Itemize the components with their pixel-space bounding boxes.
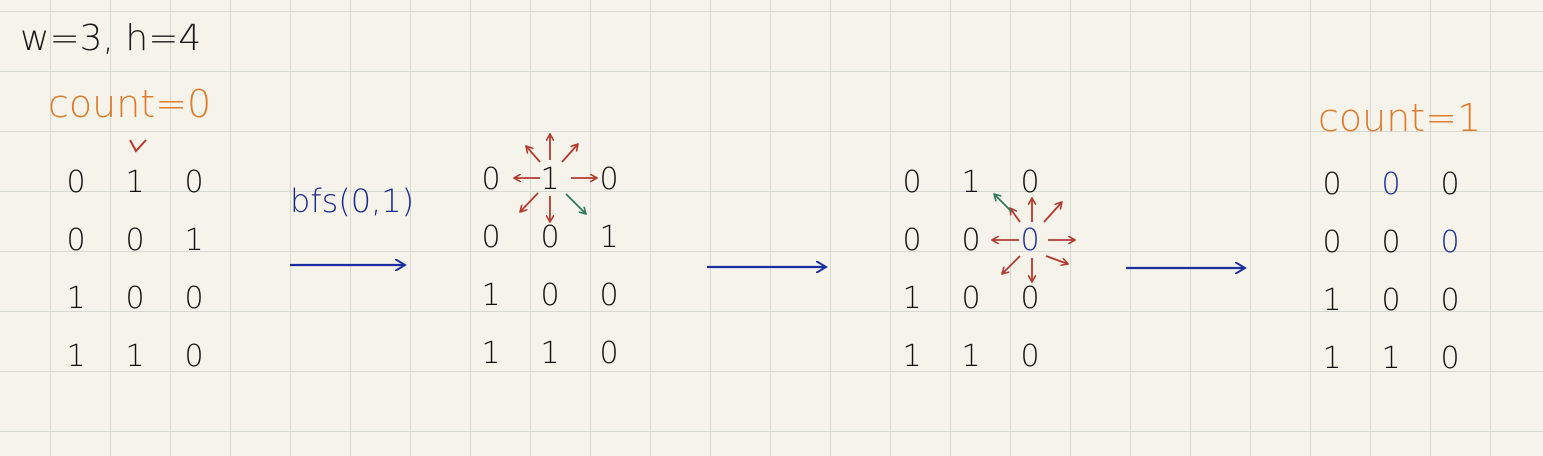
grid-cell: 1 <box>66 281 86 316</box>
grid-cell: 0 <box>184 339 204 374</box>
grid-cell: 1 <box>1322 283 1342 318</box>
grid-cell: 0 <box>481 162 501 197</box>
grid-cell: 1 <box>540 162 560 197</box>
grid-cell: 0 <box>599 336 619 371</box>
count-after-label: count=1 <box>1318 96 1482 140</box>
grid-cell: 1 <box>902 281 922 316</box>
grid-cell: 0 <box>961 281 981 316</box>
grid-cell: 0 <box>599 278 619 313</box>
grid-cell: 0 <box>481 220 501 255</box>
grid-cell: 1 <box>961 165 981 200</box>
grid-cell: 1 <box>1322 341 1342 376</box>
start-cell-marker <box>129 139 147 153</box>
grid-cell: 0 <box>1381 283 1401 318</box>
grid-cell: 0 <box>1322 167 1342 202</box>
grid-cell: 1 <box>540 336 560 371</box>
grid-cell: 0 <box>1020 165 1040 200</box>
grid-cell: 0 <box>1381 225 1401 260</box>
bfs-call-label: bfs(0,1) <box>290 182 415 220</box>
grid-cell: 1 <box>184 223 204 258</box>
back-neighbor-arrow <box>994 194 1013 213</box>
grid-cell: 0 <box>599 162 619 197</box>
neighbor-arrows-cell-1-2 <box>992 198 1075 282</box>
grid-cell: 0 <box>1020 281 1040 316</box>
grid-cell: 1 <box>481 336 501 371</box>
grid-cell: 0 <box>125 281 145 316</box>
grid-cell: 0 <box>184 165 204 200</box>
grid-cell: 0 <box>961 223 981 258</box>
grid-dimensions-label: w=3, h=4 <box>20 18 202 59</box>
neighbor-arrows-cell-0-1 <box>514 134 597 222</box>
grid-cell: 0 <box>1440 341 1460 376</box>
grid-cell: 0 <box>540 220 560 255</box>
grid-cell: 1 <box>599 220 619 255</box>
grid-cell: 0 <box>184 281 204 316</box>
grid-cell: 0 <box>125 223 145 258</box>
grid-cell: 0 <box>66 165 86 200</box>
grid-cell: 0 <box>66 223 86 258</box>
grid-cell: 0 <box>1020 339 1040 374</box>
grid-cell: 0 <box>1020 223 1040 258</box>
grid-cell: 0 <box>1440 283 1460 318</box>
grid-cell: 1 <box>902 339 922 374</box>
grid-cell: 0 <box>902 223 922 258</box>
grid-cell: 1 <box>961 339 981 374</box>
diagonal-neighbor-arrow <box>565 193 586 214</box>
count-before-label: count=0 <box>48 82 212 126</box>
grid-cell: 1 <box>125 339 145 374</box>
grid-cell: 0 <box>1381 167 1401 202</box>
grid-cell: 1 <box>125 165 145 200</box>
grid-cell: 1 <box>1381 341 1401 376</box>
grid-cell: 0 <box>540 278 560 313</box>
grid-cell: 1 <box>66 339 86 374</box>
grid-cell: 1 <box>481 278 501 313</box>
grid-cell: 0 <box>1440 167 1460 202</box>
grid-cell: 0 <box>1440 225 1460 260</box>
grid-cell: 0 <box>902 165 922 200</box>
grid-cell: 0 <box>1322 225 1342 260</box>
